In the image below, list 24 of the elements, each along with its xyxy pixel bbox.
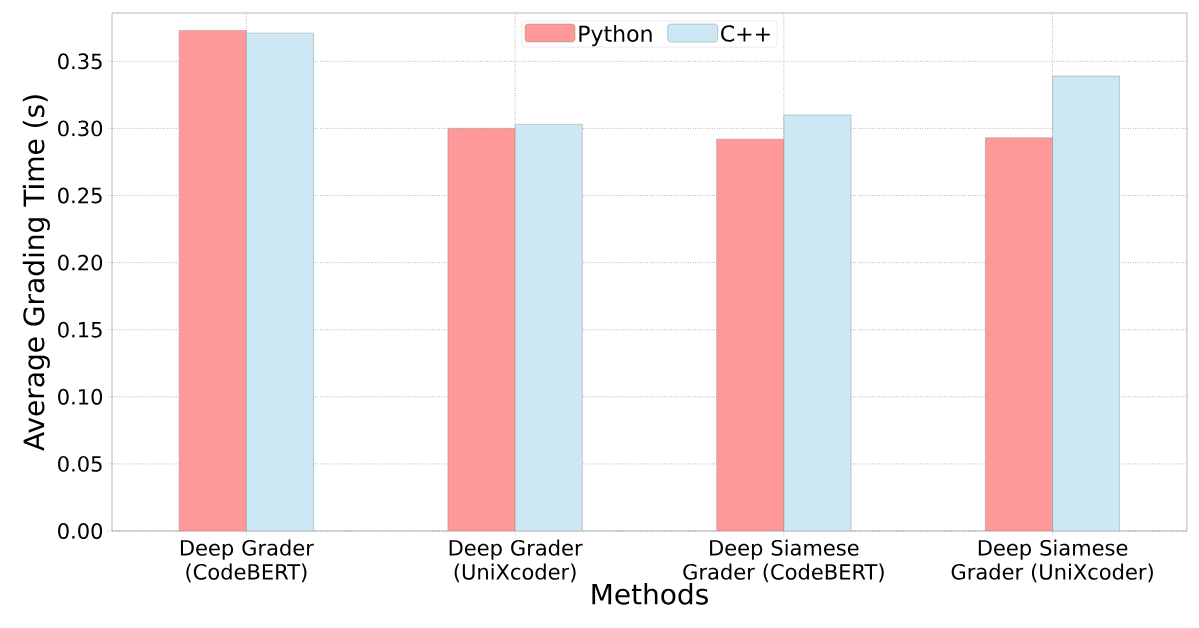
bar [783,114,852,531]
bar [246,32,314,531]
legend-label: Python [579,24,652,47]
y-tick-label: 0.15 [58,321,102,338]
bar [985,137,1053,531]
bar [514,124,583,531]
y-tick-label: 0.25 [58,187,102,204]
bar [716,138,785,531]
y-axis-title: Average Grading Time (s) [22,95,50,451]
bar [178,30,247,531]
x-tick-label: Deep Grader (UniXcoder) [449,539,583,583]
x-axis-title: Methods [592,583,708,605]
bar [1052,75,1120,531]
x-tick-label: Deep Grader (CodeBERT) [180,539,314,583]
legend-label: C++ [721,25,770,42]
y-tick-label: 0.30 [58,120,103,137]
bar [447,128,516,531]
x-tick-label: Deep Siamese Grader (UniXcoder) [951,539,1153,583]
y-tick-label: 0.00 [58,523,103,539]
y-tick-label: 0.10 [58,388,103,405]
y-tick-label: 0.20 [58,254,103,271]
y-tick-label: 0.05 [58,455,102,472]
y-tick-label: 0.35 [58,53,102,70]
x-tick-label: Deep Siamese Grader (CodeBERT) [683,539,884,583]
